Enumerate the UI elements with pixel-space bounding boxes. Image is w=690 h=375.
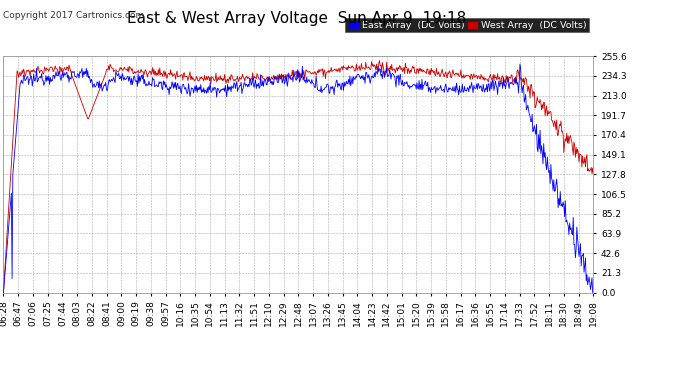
Legend: East Array  (DC Volts), West Array  (DC Volts): East Array (DC Volts), West Array (DC Vo… (346, 18, 589, 32)
Text: Copyright 2017 Cartronics.com: Copyright 2017 Cartronics.com (3, 11, 145, 20)
Text: East & West Array Voltage  Sun Apr 9  19:18: East & West Array Voltage Sun Apr 9 19:1… (127, 11, 466, 26)
